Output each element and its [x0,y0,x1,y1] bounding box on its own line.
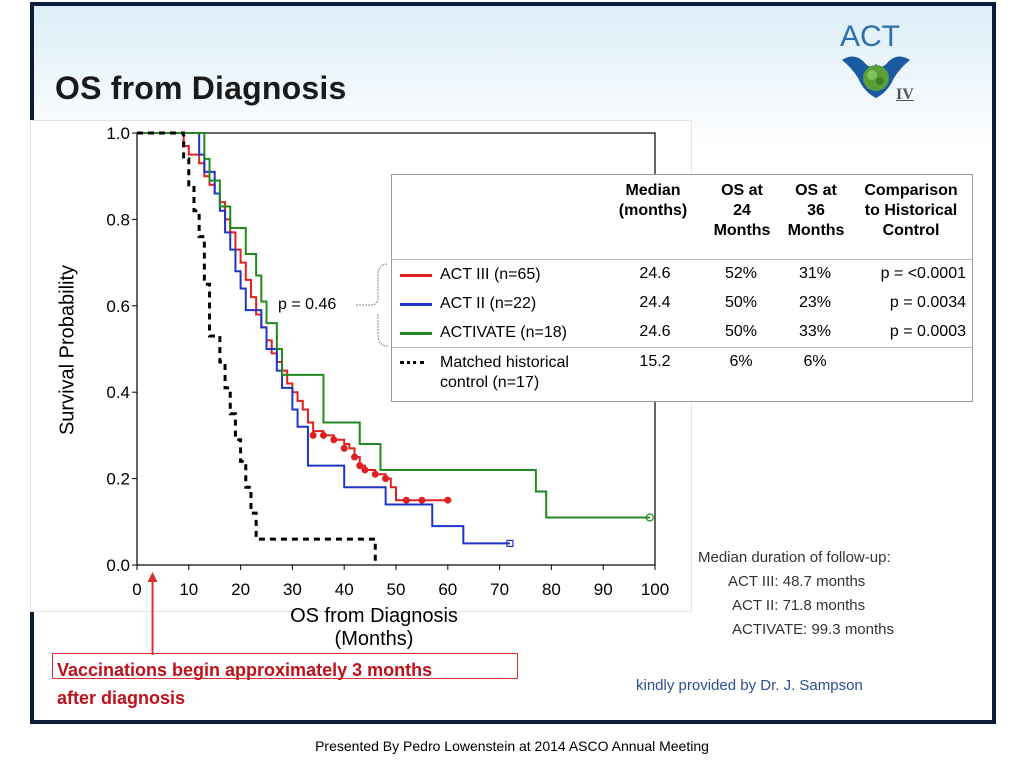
comparison-value: p = 0.0034 [889,294,966,311]
censor-mark [506,539,514,548]
pvalue-note: p = 0.46 [278,296,337,313]
y-tick-label: 0.2 [106,470,130,489]
censor-mark [371,470,379,478]
row-label: ACTIVATE (n=18) [440,324,567,341]
header-median: Median (months) [618,182,688,219]
followup-title: Median duration of follow-up: [698,549,891,566]
os36-value: 33% [798,323,832,340]
os24-value: 52% [724,265,758,282]
table-divider [392,347,972,348]
footer-text: Presented By Pedro Lowenstein at 2014 AS… [315,738,709,754]
credit-note: kindly provided by Dr. J. Sampson [636,677,863,694]
x-tick-label: 10 [179,580,198,599]
logo-emblem-icon [842,56,910,98]
x-tick-label: 100 [641,580,669,599]
y-axis-label: Survival Probability [56,264,79,436]
series-line-2 [137,132,650,519]
x-tick-label: 20 [231,580,250,599]
x-tick-label: 50 [387,580,406,599]
logo-numeral: IV [896,86,914,103]
censor-mark [309,431,317,439]
os36-value: 6% [803,353,827,370]
y-tick-label: 0.0 [106,556,130,575]
legend-swatch-blue [400,303,432,306]
legend-swatch-red [400,274,432,277]
median-value: 24.6 [639,265,671,282]
censor-mark [319,431,327,439]
row-label-line1: Matched historical [440,354,569,371]
header-os36: OS at 36 Months [787,182,845,239]
header-os24: OS at 24 Months [713,182,771,239]
row-label: ACT II (n=22) [440,295,537,312]
vaccination-note-line2: after diagnosis [57,688,186,708]
legend-swatch-green [400,332,432,335]
median-value: 24.4 [639,294,671,311]
vaccination-arrowhead-icon [147,572,158,582]
series-line-3 [137,131,377,565]
x-axis-label-line1: OS from Diagnosis [290,605,458,627]
censor-mark [351,453,359,461]
y-tick-label: 1.0 [106,124,130,143]
x-tick-label: 70 [490,580,509,599]
table-row: ACTIVATE (n=18) 24.6 50% 33% p = 0.0003 [392,321,972,347]
x-tick-label: 40 [335,580,354,599]
x-tick-label: 30 [283,580,302,599]
results-table: Median (months) OS at 24 Months OS at 36 Mont… [391,174,973,402]
censor-mark [361,466,369,474]
median-value: 24.6 [639,323,671,340]
slide-title: OS from Diagnosis [55,70,347,106]
censor-mark [645,513,654,522]
header-comparison: Comparison to Historical Control [864,182,958,239]
followup-line: ACT III: 48.7 months [728,573,866,590]
table-row: ACT III (n=65) 24.6 52% 31% p = <0.0001 [392,263,972,289]
vaccination-note-line1: Vaccinations begin approximately 3 month… [57,660,433,680]
row-label: Matched historical control (n=17) [440,353,569,393]
os24-value: 50% [724,323,758,340]
x-tick-label: 80 [542,580,561,599]
legend-swatch-dotted [400,361,424,364]
x-axis-label-line2: (Months) [334,628,414,650]
y-tick-label: 0.6 [106,297,130,316]
censor-mark [402,496,410,504]
vaccination-note: Vaccinations begin approximately 3 month… [57,656,432,712]
x-tick-label: 60 [438,580,457,599]
censor-mark [418,496,426,504]
table-row: Matched historical control (n=17) 15.2 6… [392,351,972,397]
y-tick-label: 0.8 [106,210,130,229]
censor-mark [444,496,452,504]
comparison-value: p = 0.0003 [889,323,966,340]
vaccination-note-box [52,653,518,679]
followup-line: ACT II: 71.8 months [732,597,866,614]
os36-value: 23% [798,294,832,311]
followup-summary: Median duration of follow-up: ACT III: 4… [698,546,894,642]
os24-value: 50% [724,294,758,311]
logo-text: ACT [840,20,900,53]
act-iv-logo: ACT IV [834,20,918,120]
median-value: 15.2 [639,353,671,370]
followup-line: ACTIVATE: 99.3 months [732,621,895,638]
x-tick-label: 0 [132,580,141,599]
x-axis-label: OS from Diagnosis (Months) [290,605,458,651]
censor-mark [330,436,338,444]
os36-value: 31% [798,265,832,282]
table-row: ACT II (n=22) 24.4 50% 23% p = 0.0034 [392,292,972,318]
row-label: ACT III (n=65) [440,266,541,283]
comparison-value: p = <0.0001 [880,265,966,282]
os24-value: 6% [729,353,753,370]
x-tick-label: 90 [594,580,613,599]
row-label-line2: control (n=17) [440,374,540,391]
censor-mark [340,444,348,452]
table-divider [392,259,972,260]
censor-mark [356,462,364,470]
censor-mark [382,475,390,483]
y-tick-label: 0.4 [106,383,130,402]
